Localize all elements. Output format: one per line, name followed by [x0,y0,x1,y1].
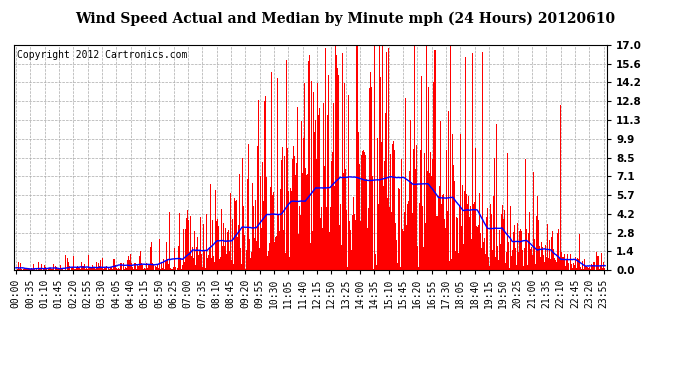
Text: Copyright 2012 Cartronics.com: Copyright 2012 Cartronics.com [17,50,187,60]
Text: Wind Speed Actual and Median by Minute mph (24 Hours) 20120610: Wind Speed Actual and Median by Minute m… [75,11,615,26]
